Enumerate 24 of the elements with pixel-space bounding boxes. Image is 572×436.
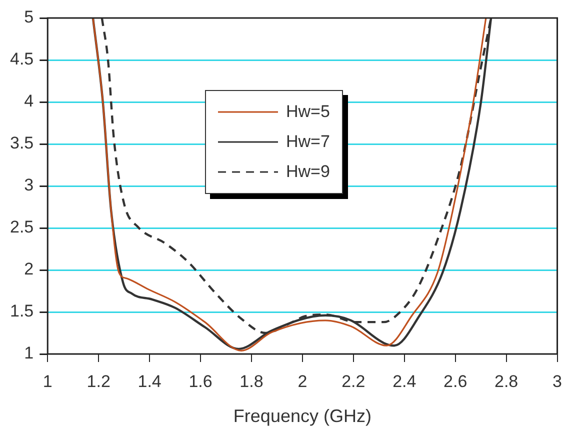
x-tick-label: 1.6 xyxy=(188,372,212,391)
y-tick-label: 4 xyxy=(24,92,34,111)
y-tick-label: 5 xyxy=(24,8,34,27)
x-tick-label: 3 xyxy=(552,372,562,391)
x-axis-title: Frequency (GHz) xyxy=(233,406,372,426)
x-tick-label: 1 xyxy=(42,372,52,391)
legend-label: Hw=5 xyxy=(286,102,330,122)
legend-label: Hw=7 xyxy=(286,132,330,152)
y-tick-label: 2.5 xyxy=(10,218,34,237)
y-tick-label: 4.5 xyxy=(10,50,34,69)
y-tick-label: 1 xyxy=(24,344,34,363)
y-tick-label: 2 xyxy=(24,260,34,279)
y-tick-label: 3.5 xyxy=(10,134,34,153)
legend-label: Hw=9 xyxy=(286,162,330,182)
y-tick-label: 3 xyxy=(24,176,34,195)
x-tick-label: 2 xyxy=(298,372,308,391)
x-tick-label: 2.2 xyxy=(342,372,366,391)
x-tick-label: 1.2 xyxy=(86,372,110,391)
x-tick-label: 2.8 xyxy=(494,372,518,391)
y-tick-label: 1.5 xyxy=(10,302,34,321)
x-tick-label: 2.6 xyxy=(444,372,468,391)
x-tick-label: 1.8 xyxy=(240,372,264,391)
x-tick-label: 2.4 xyxy=(392,372,416,391)
x-tick-label: 1.4 xyxy=(138,372,162,391)
